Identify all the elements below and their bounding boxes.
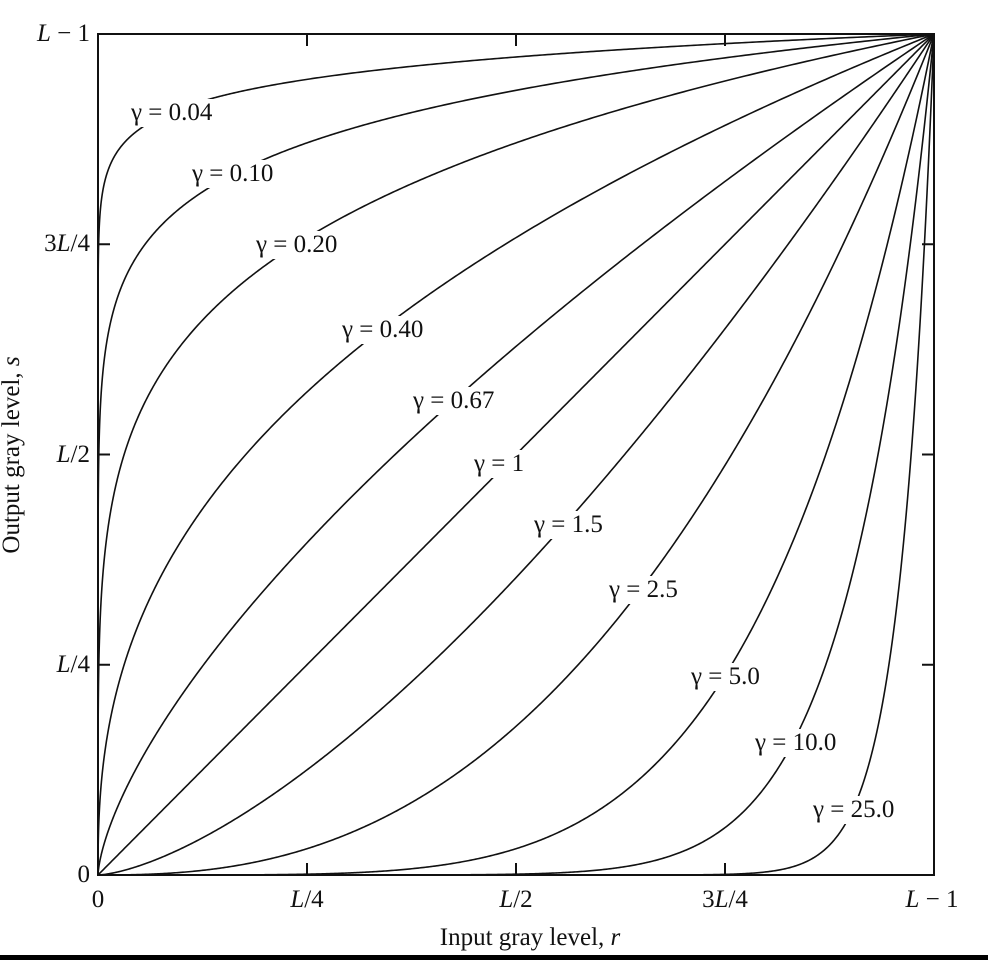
gamma-label: γ = 0.10 [189, 160, 277, 188]
y-tick-label: 0 [77, 861, 91, 888]
x-axis-title: Input gray level, r [439, 924, 621, 951]
gamma-curve-1 [97, 33, 935, 875]
gamma-label: γ = 0.40 [339, 316, 427, 344]
x-tick-label: 3L/4 [702, 886, 748, 913]
gamma-curve-7 [98, 33, 935, 876]
x-tick-label: L/2 [499, 886, 533, 913]
gamma-label: γ = 5.0 [688, 663, 763, 691]
axis-ticks [98, 34, 934, 875]
x-tick-label: L − 1 [905, 886, 959, 913]
y-tick-label: L/2 [56, 440, 90, 468]
gamma-label: γ = 0.04 [128, 99, 216, 127]
y-tick-label: 3L/4 [44, 230, 90, 258]
x-tick-label: L/4 [290, 886, 324, 913]
gamma-curve-6 [97, 33, 935, 876]
gamma-label: γ = 0.67 [410, 387, 498, 415]
bottom-rule [0, 955, 988, 960]
x-tick-label: 0 [91, 886, 105, 913]
gamma-curve-2 [97, 33, 935, 875]
gamma-label: γ = 0.20 [253, 231, 341, 259]
y-tick-label: L/4 [56, 650, 90, 678]
gamma-label: γ = 1.5 [531, 511, 606, 539]
y-tick-label: L − 1 [36, 20, 90, 47]
gamma-label: γ = 10.0 [752, 729, 840, 757]
gamma-curve-4 [97, 33, 935, 875]
gamma-label: γ = 25.0 [810, 796, 898, 824]
gamma-curve-3 [97, 33, 935, 875]
gamma-label: γ = 1 [471, 450, 528, 478]
gamma-label: γ = 2.5 [606, 576, 681, 604]
y-axis-title: Output gray level, s [0, 356, 25, 554]
